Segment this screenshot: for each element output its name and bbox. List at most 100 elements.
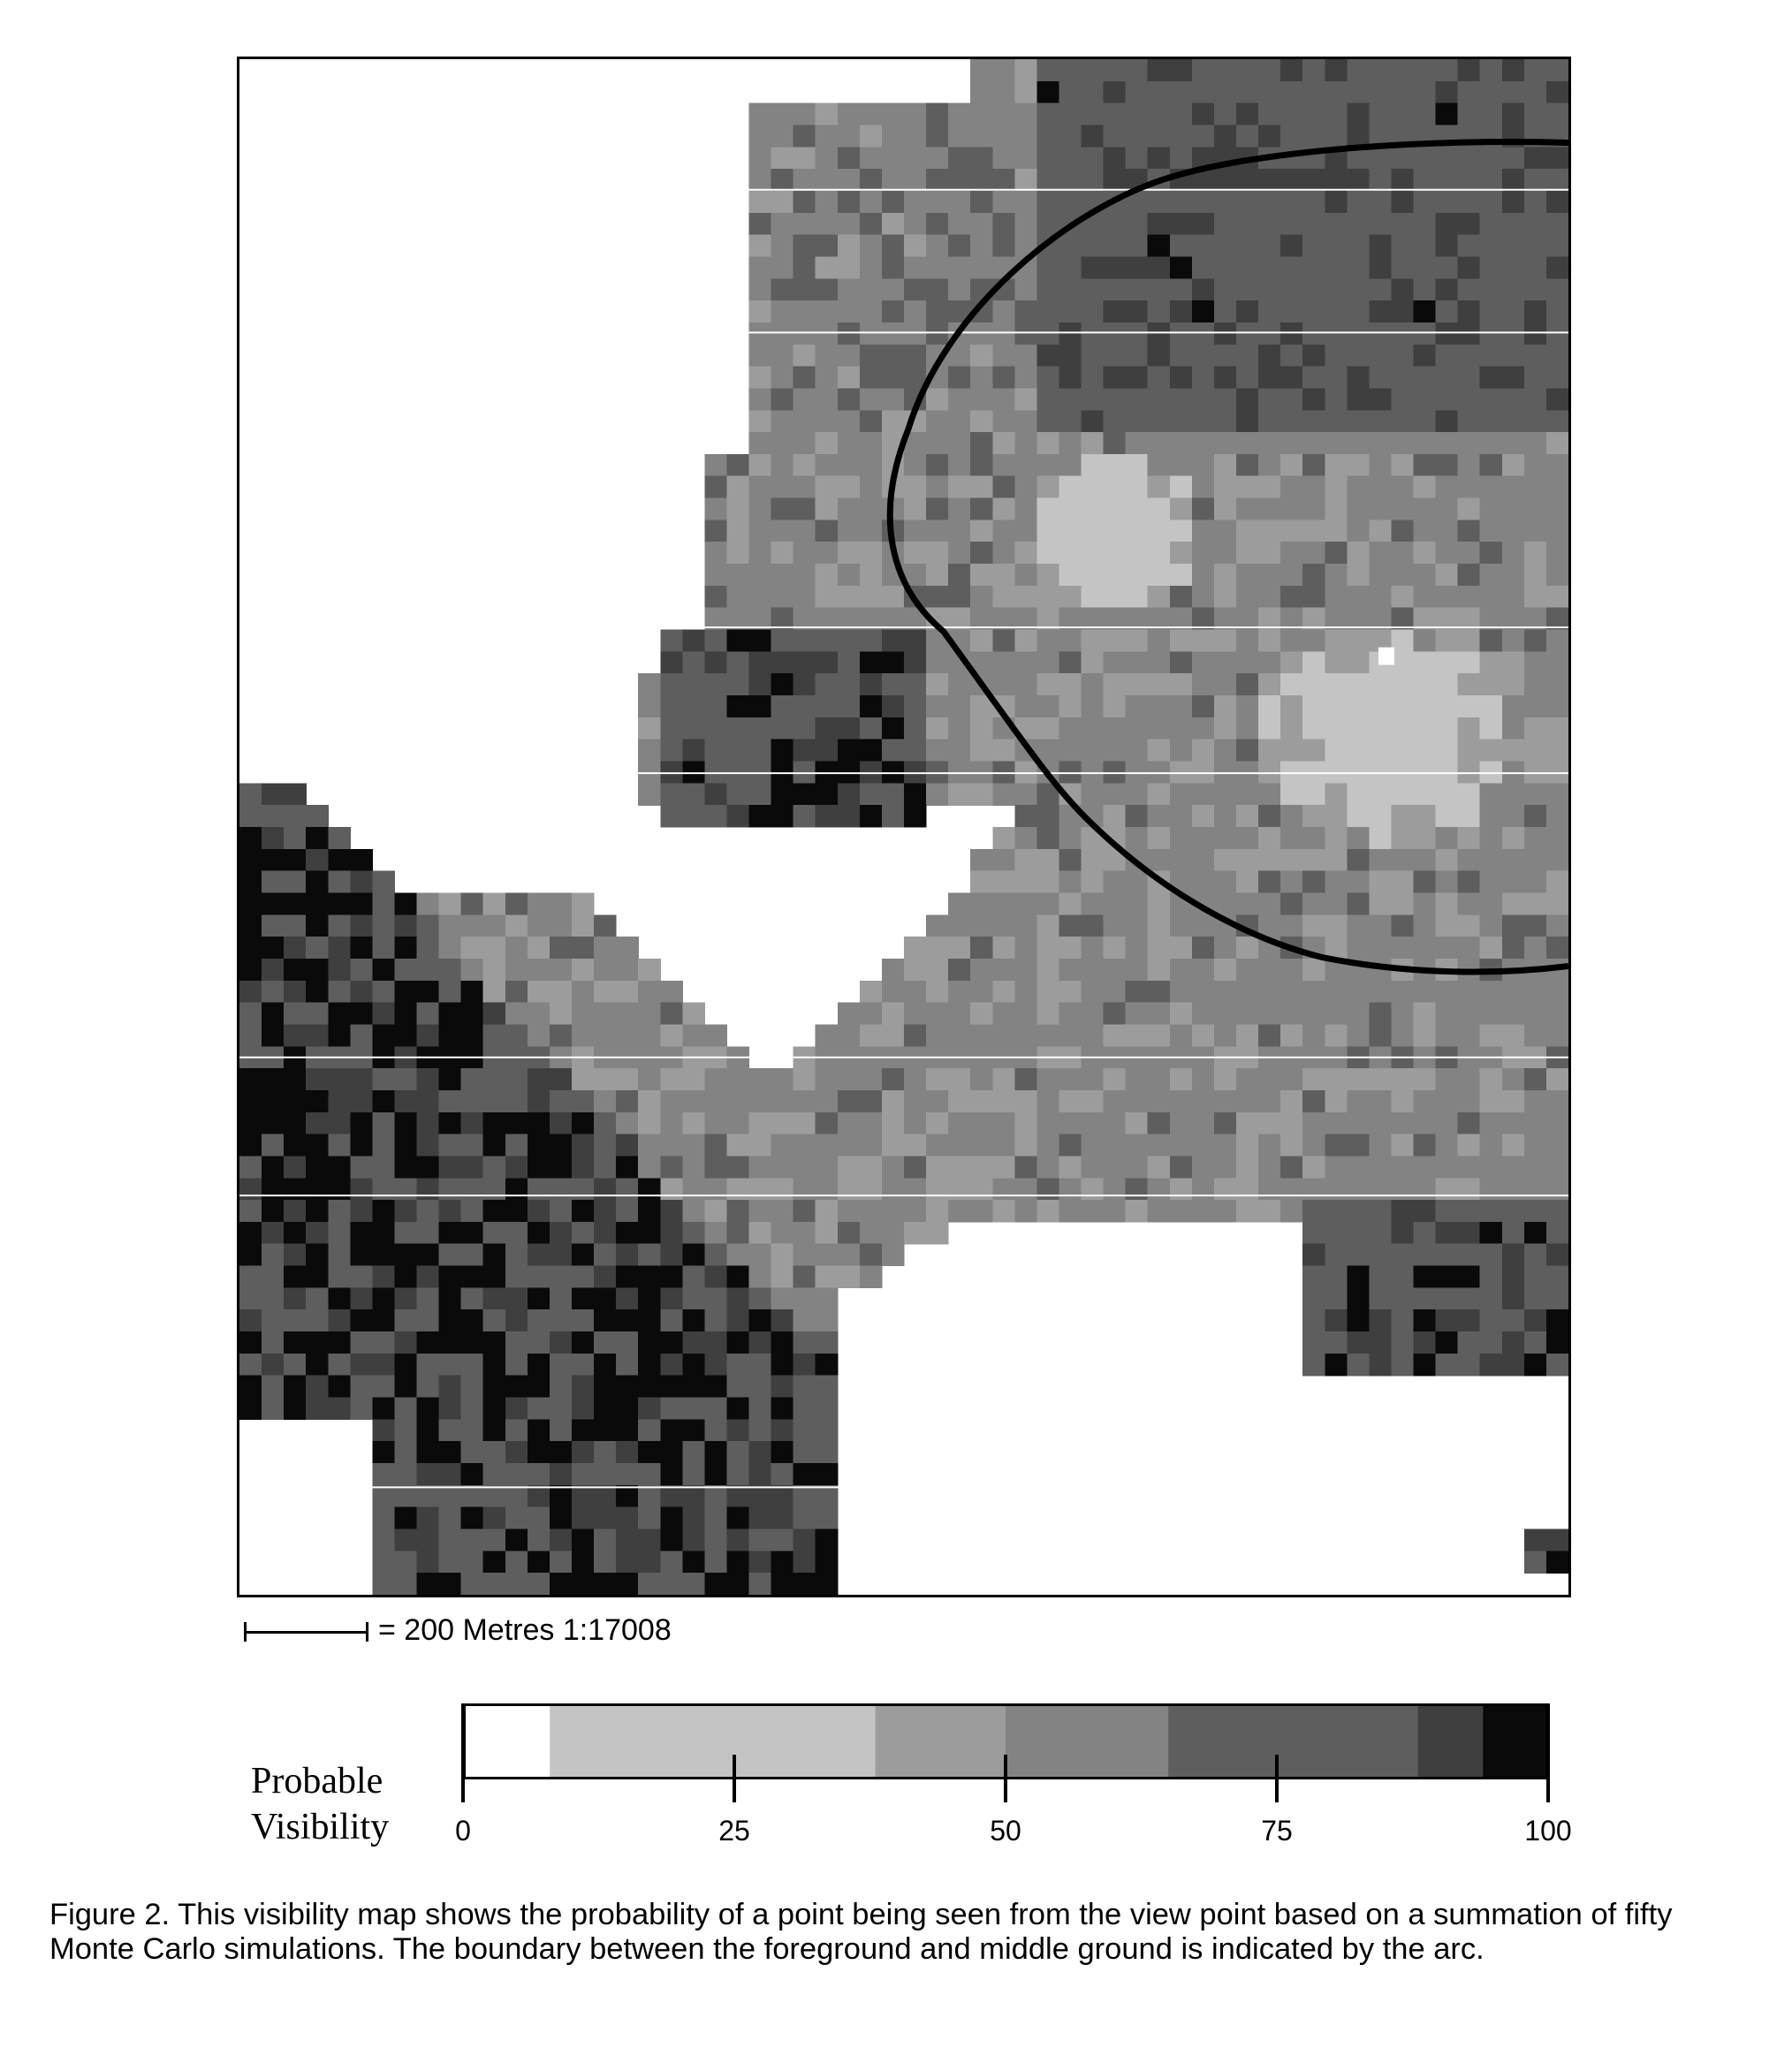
raster-cell <box>837 256 861 279</box>
raster-cell <box>1347 980 1370 1004</box>
raster-cell <box>704 1111 728 1135</box>
raster-cell <box>970 520 993 542</box>
raster-cell <box>881 102 905 126</box>
raster-cell <box>1435 190 1459 214</box>
raster-cell <box>1391 783 1415 806</box>
raster-cell <box>1302 1287 1325 1310</box>
raster-cell <box>793 190 816 214</box>
raster-cell <box>1213 937 1237 960</box>
raster-cell <box>1258 59 1281 82</box>
raster-cell <box>460 1419 484 1442</box>
raster-cell <box>1213 1200 1237 1223</box>
raster-cell <box>748 542 772 565</box>
raster-cell <box>572 1309 595 1332</box>
raster-cell <box>1213 234 1237 258</box>
raster-cell <box>948 980 971 1004</box>
raster-cell <box>948 190 971 214</box>
raster-cell <box>1501 892 1525 915</box>
raster-cell <box>660 1484 683 1508</box>
raster-cell <box>948 278 971 301</box>
raster-cell <box>306 805 329 828</box>
raster-cell <box>1369 542 1393 565</box>
raster-cell <box>881 958 905 982</box>
raster-cell <box>1435 410 1459 433</box>
raster-cell <box>1413 564 1437 587</box>
raster-cell <box>748 805 772 828</box>
raster-cell <box>1191 453 1215 477</box>
raster-cell <box>837 1178 861 1201</box>
raster-cell <box>239 1397 262 1420</box>
raster-cell <box>1369 1287 1393 1310</box>
raster-cell <box>1125 1002 1149 1026</box>
raster-cell <box>416 1397 440 1420</box>
raster-cell <box>1059 980 1082 1004</box>
raster-cell <box>660 783 683 806</box>
raster-cell <box>438 914 462 937</box>
raster-cell <box>1325 870 1348 894</box>
raster-cell <box>1545 475 1568 499</box>
raster-cell <box>616 1156 639 1179</box>
raster-cell <box>837 410 861 433</box>
raster-cell <box>682 1506 705 1530</box>
raster-cell <box>549 958 573 982</box>
raster-cell <box>1280 366 1303 390</box>
raster-cell <box>572 1200 595 1223</box>
raster-cell <box>1347 453 1370 477</box>
raster-cell <box>1103 256 1127 279</box>
raster-cell <box>837 1068 861 1091</box>
raster-cell <box>1347 848 1370 872</box>
raster-cell <box>1258 366 1281 390</box>
raster-cell <box>460 1441 484 1464</box>
raster-cell <box>1545 870 1568 894</box>
raster-cell <box>1125 1178 1149 1201</box>
raster-cell <box>859 673 883 696</box>
raster-cell <box>328 958 351 982</box>
raster-cell <box>881 1089 905 1113</box>
raster-cell <box>970 739 993 762</box>
raster-cell <box>748 475 772 499</box>
raster-cell <box>1213 432 1237 455</box>
raster-cell <box>682 1331 705 1354</box>
raster-cell <box>594 937 617 960</box>
raster-cell <box>660 673 683 696</box>
raster-cell <box>1347 695 1370 718</box>
raster-cell <box>1036 300 1060 323</box>
raster-cell <box>1125 80 1149 104</box>
legend-band-3 <box>1006 1703 1169 1779</box>
raster-cell <box>1213 542 1237 565</box>
raster-cell <box>394 1551 418 1574</box>
raster-cell <box>793 651 816 674</box>
raster-cell <box>1258 475 1281 499</box>
raster-cell <box>771 344 794 368</box>
raster-cell <box>948 564 971 587</box>
raster-cell <box>1302 783 1325 806</box>
raster-cell <box>460 1089 484 1113</box>
raster-cell <box>660 739 683 762</box>
raster-cell <box>1545 827 1568 850</box>
raster-cell <box>1457 827 1481 850</box>
raster-cell <box>1325 651 1348 674</box>
raster-cell <box>262 980 285 1004</box>
raster-cell <box>350 848 373 872</box>
raster-cell <box>1369 190 1393 214</box>
raster-cell <box>284 1353 307 1377</box>
raster-cell <box>1435 300 1459 323</box>
raster-cell <box>793 520 816 542</box>
raster-cell <box>594 1397 617 1420</box>
raster-cell <box>748 388 772 411</box>
raster-cell <box>793 300 816 323</box>
raster-cell <box>1191 1200 1215 1223</box>
raster-cell <box>1545 322 1568 345</box>
legend-band-0 <box>463 1703 551 1779</box>
raster-cell <box>970 234 993 258</box>
raster-cell <box>1347 542 1370 565</box>
raster-cell <box>1545 542 1568 565</box>
raster-cell <box>1280 410 1303 433</box>
raster-cell <box>1501 1265 1525 1288</box>
raster-cell <box>1391 673 1415 696</box>
scale-bar-tick-left <box>244 1622 247 1642</box>
raster-cell <box>1280 1089 1303 1113</box>
raster-cell <box>1280 1002 1303 1026</box>
raster-cell <box>350 1243 373 1267</box>
raster-cell <box>1125 102 1149 126</box>
